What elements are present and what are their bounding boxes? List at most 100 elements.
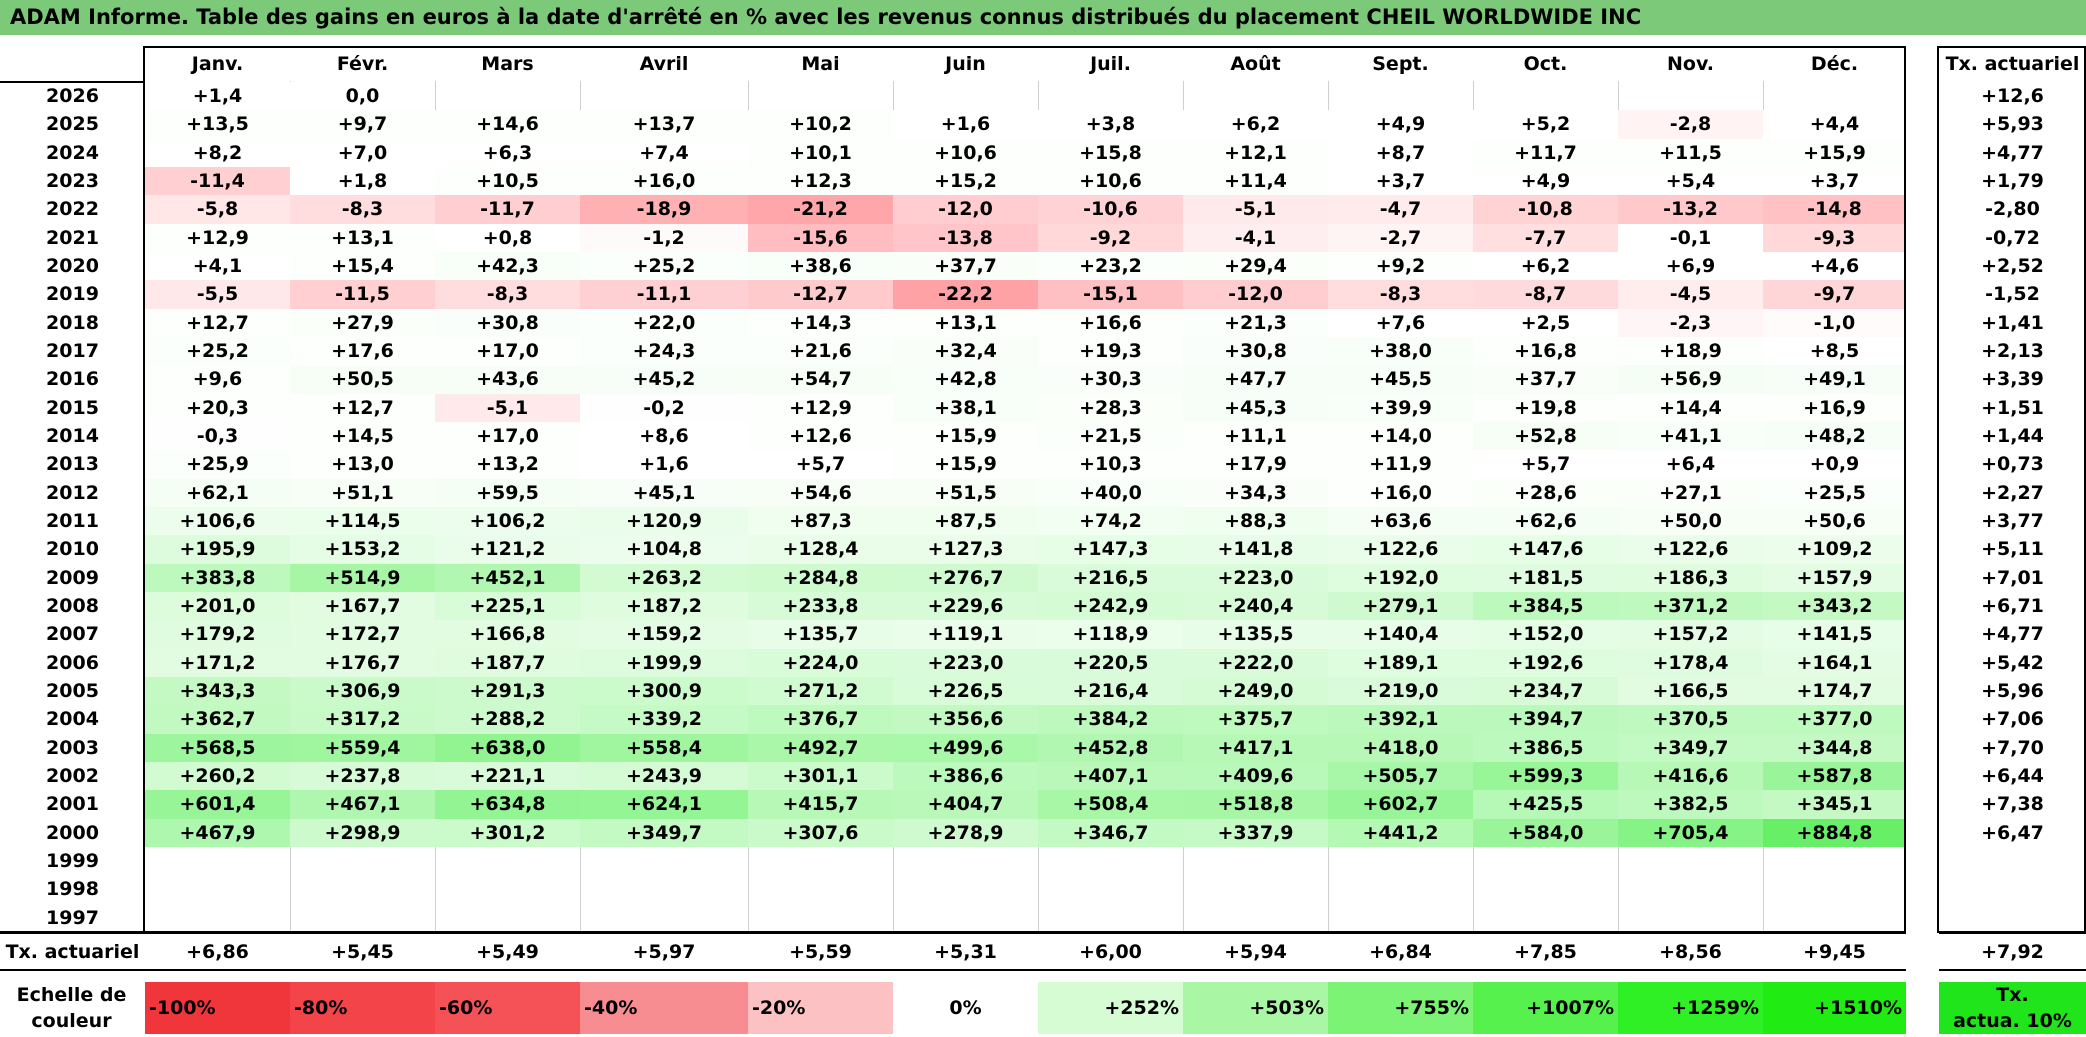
value-cell: +508,4 bbox=[1038, 790, 1183, 819]
value-cell: +54,7 bbox=[748, 365, 893, 394]
value-cell: +224,0 bbox=[748, 649, 893, 677]
value-cell: +602,7 bbox=[1328, 790, 1473, 819]
value-cell: -8,3 bbox=[290, 195, 435, 224]
value-cell: +386,6 bbox=[893, 762, 1038, 790]
value-cell: +3,7 bbox=[1328, 167, 1473, 195]
value-cell: +7,6 bbox=[1328, 309, 1473, 337]
value-cell: +39,9 bbox=[1328, 394, 1473, 422]
tx-value: +5,96 bbox=[1981, 680, 2044, 702]
tx-value: +6,47 bbox=[1981, 822, 2044, 844]
value-cell: +159,2 bbox=[580, 620, 748, 649]
value-cell: +118,9 bbox=[1038, 620, 1183, 649]
value-cell: +452,1 bbox=[435, 564, 580, 592]
value-cell: +12,3 bbox=[748, 167, 893, 195]
value-cell: +88,3 bbox=[1183, 507, 1328, 535]
value-cell: +37,7 bbox=[893, 252, 1038, 280]
value-cell: +5,2 bbox=[1473, 110, 1618, 139]
footer-top-rule bbox=[1939, 932, 2086, 934]
footer-value: +6,84 bbox=[1369, 941, 1432, 963]
value-cell: -0,2 bbox=[580, 394, 748, 422]
value-cell: +56,9 bbox=[1618, 365, 1763, 394]
value-cell: +492,7 bbox=[748, 734, 893, 762]
value-cell: +6,2 bbox=[1473, 252, 1618, 280]
tx-value: +1,44 bbox=[1981, 425, 2044, 447]
value-cell: +22,0 bbox=[580, 309, 748, 337]
value-cell: +343,2 bbox=[1763, 592, 1906, 620]
value-cell: +416,6 bbox=[1618, 762, 1763, 790]
value-cell: +195,9 bbox=[145, 535, 290, 564]
value-cell: -18,9 bbox=[580, 195, 748, 224]
value-cell: +300,9 bbox=[580, 677, 748, 705]
year-label: 2011 bbox=[46, 510, 99, 532]
value-cell: +43,6 bbox=[435, 365, 580, 394]
value-cell: +384,2 bbox=[1038, 705, 1183, 734]
tx-value: +5,11 bbox=[1981, 538, 2044, 560]
value-cell: +3,7 bbox=[1763, 167, 1906, 195]
value-cell: +17,0 bbox=[435, 337, 580, 365]
value-cell: +172,7 bbox=[290, 620, 435, 649]
value-cell: +8,2 bbox=[145, 139, 290, 167]
value-cell: 0,0 bbox=[290, 82, 435, 110]
value-cell: -2,7 bbox=[1328, 224, 1473, 252]
value-cell: +104,8 bbox=[580, 535, 748, 564]
value-cell: +10,6 bbox=[893, 139, 1038, 167]
value-cell: +45,5 bbox=[1328, 365, 1473, 394]
year-label: 2026 bbox=[46, 85, 99, 107]
value-cell: +587,8 bbox=[1763, 762, 1906, 790]
value-cell: +638,0 bbox=[435, 734, 580, 762]
value-cell: +21,5 bbox=[1038, 422, 1183, 450]
value-cell: +141,5 bbox=[1763, 620, 1906, 649]
value-cell: +21,3 bbox=[1183, 309, 1328, 337]
tx-value: +12,6 bbox=[1981, 85, 2044, 107]
value-cell: +10,2 bbox=[748, 110, 893, 139]
value-cell: +518,8 bbox=[1183, 790, 1328, 819]
footer-value: +5,45 bbox=[331, 941, 394, 963]
value-cell: +141,8 bbox=[1183, 535, 1328, 564]
value-cell: +13,5 bbox=[145, 110, 290, 139]
value-cell: +157,2 bbox=[1618, 620, 1763, 649]
value-cell: +25,2 bbox=[145, 337, 290, 365]
value-cell: +171,2 bbox=[145, 649, 290, 677]
value-cell: +10,6 bbox=[1038, 167, 1183, 195]
legend-swatch: -100% bbox=[145, 982, 290, 1034]
year-label: 2016 bbox=[46, 368, 99, 390]
value-cell: +16,6 bbox=[1038, 309, 1183, 337]
tx-value: +1,79 bbox=[1981, 170, 2044, 192]
value-cell: +370,5 bbox=[1618, 705, 1763, 734]
value-cell: +48,2 bbox=[1763, 422, 1906, 450]
value-cell: +1,6 bbox=[580, 450, 748, 479]
value-cell: +12,9 bbox=[145, 224, 290, 252]
value-cell: +45,2 bbox=[580, 365, 748, 394]
year-label: 2023 bbox=[46, 170, 99, 192]
value-cell: +233,8 bbox=[748, 592, 893, 620]
value-cell: +14,0 bbox=[1328, 422, 1473, 450]
value-cell: +383,8 bbox=[145, 564, 290, 592]
value-cell: +0,8 bbox=[435, 224, 580, 252]
value-cell: +384,5 bbox=[1473, 592, 1618, 620]
value-cell: +8,6 bbox=[580, 422, 748, 450]
tx-value: +1,41 bbox=[1981, 312, 2044, 334]
value-cell: -13,8 bbox=[893, 224, 1038, 252]
value-cell: +59,5 bbox=[435, 479, 580, 507]
value-cell: +1,8 bbox=[290, 167, 435, 195]
value-cell: +153,2 bbox=[290, 535, 435, 564]
year-label: 1997 bbox=[46, 907, 99, 929]
value-cell: +249,0 bbox=[1183, 677, 1328, 705]
value-cell: +345,1 bbox=[1763, 790, 1906, 819]
value-cell: +23,2 bbox=[1038, 252, 1183, 280]
tx-value: -2,80 bbox=[1985, 198, 2040, 220]
value-cell: +7,4 bbox=[580, 139, 748, 167]
value-cell: +189,1 bbox=[1328, 649, 1473, 677]
value-cell: +12,9 bbox=[748, 394, 893, 422]
value-cell: +13,2 bbox=[435, 450, 580, 479]
tx-value: +2,13 bbox=[1981, 340, 2044, 362]
year-label: 2025 bbox=[46, 113, 99, 135]
value-cell: -21,2 bbox=[748, 195, 893, 224]
value-cell: +192,0 bbox=[1328, 564, 1473, 592]
tx-value: +2,27 bbox=[1981, 482, 2044, 504]
value-cell: -13,2 bbox=[1618, 195, 1763, 224]
value-cell: +12,7 bbox=[290, 394, 435, 422]
year-label: 2008 bbox=[46, 595, 99, 617]
year-label: 2006 bbox=[46, 652, 99, 674]
value-cell: +344,8 bbox=[1763, 734, 1906, 762]
